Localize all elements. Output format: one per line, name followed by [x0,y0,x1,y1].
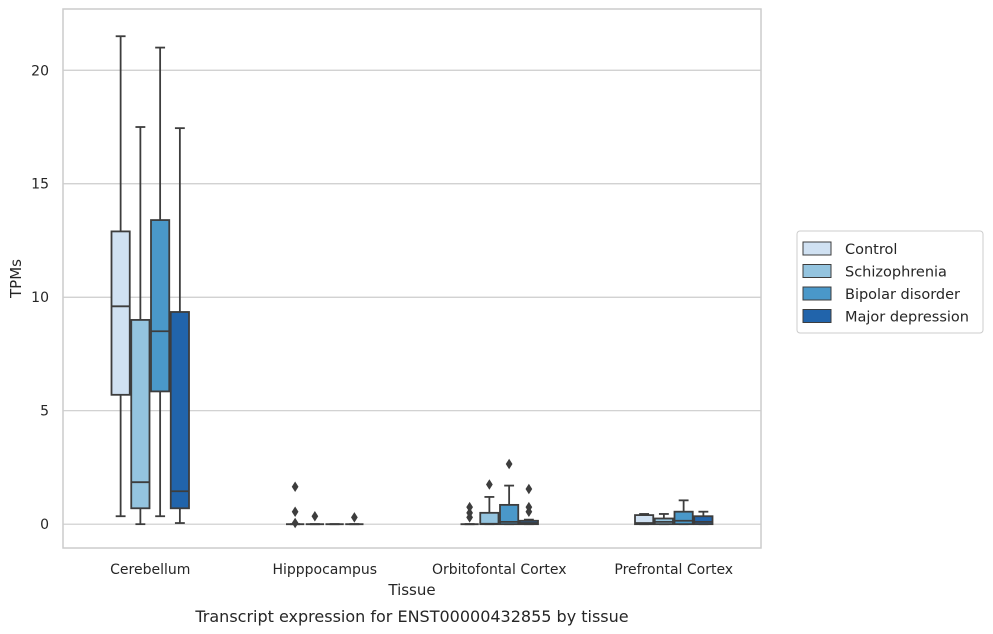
x-tick-label: Orbitofontal Cortex [432,562,567,578]
box-3-2 [673,499,694,526]
iqr-box [693,515,714,526]
plot-frame [62,8,762,549]
legend-label: Bipolar disorder [845,287,960,303]
legend-swatch [802,241,832,256]
y-tick-label: 0 [40,517,49,533]
outlier-point [291,481,299,492]
legend-swatch [802,286,832,301]
legend-label: Major depression [845,310,969,326]
chart-caption: Transcript expression for ENST0000043285… [194,607,628,626]
outlier-point [525,501,533,513]
box-1-1 [305,510,324,526]
iqr-box [499,503,520,526]
iqr-box [130,319,151,510]
outlier-point [291,517,299,529]
outlier-point [311,510,319,522]
outlier-point [291,506,299,517]
legend-label: Control [845,242,897,258]
iqr-box [150,219,171,393]
box-2-1 [479,479,500,526]
x-tick-label: Cerebellum [110,562,190,578]
box-0-1 [130,126,151,526]
outlier-point [466,507,473,519]
iqr-box [673,510,694,526]
y-tick-label: 15 [31,177,49,193]
iqr-box [634,514,655,526]
outlier-point [466,501,473,513]
y-tick-label: 5 [40,404,49,420]
outlier-point [525,483,533,495]
outlier-point [486,479,493,490]
box-2-0 [460,501,479,526]
box-3-3 [693,510,714,526]
outlier-point [505,458,513,470]
x-tick-label: Hipppocampus [272,562,377,578]
box-3-0 [634,513,655,526]
x-tick-labels: Cerebellum Hipppocampus Orbitofontal Corte… [110,562,733,578]
x-tick-label: Prefrontal Cortex [614,562,733,578]
box-0-0 [110,35,131,518]
legend-swatch [802,264,832,278]
box-2-2 [499,458,520,526]
y-axis-label: TPMs [7,259,25,299]
y-tick-label: 20 [31,63,49,79]
box-groups [110,35,714,529]
iqr-box [169,311,190,510]
box-1-3 [345,512,364,526]
iqr-box [479,511,500,526]
box-0-2 [150,46,171,518]
outlier-point [351,512,358,523]
box-0-3 [169,127,190,524]
legend-frame [796,230,984,334]
box-1-0 [286,481,305,529]
legend: Control Schizophrenia Bipolar disorder Majo… [796,230,984,334]
x-axis-label: Tissue [387,581,435,599]
y-tick-label: 10 [31,290,49,306]
box-2-3 [518,483,539,526]
y-tick-labels: 0 5 10 15 20 [31,63,49,533]
iqr-box [110,230,131,396]
legend-label: Schizophrenia [845,265,947,281]
box-3-1 [653,513,674,526]
legend-swatch [802,309,832,323]
